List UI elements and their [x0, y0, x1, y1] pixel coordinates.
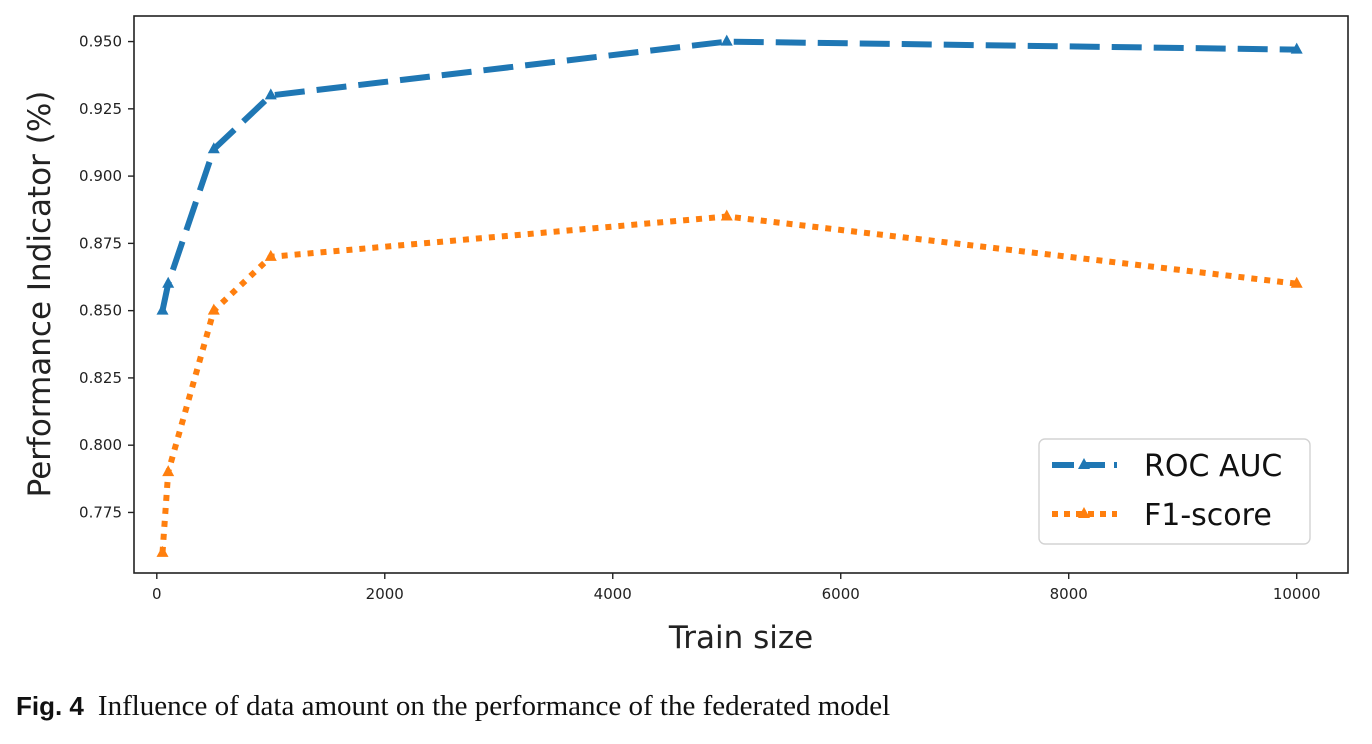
series-layer	[156, 34, 1303, 557]
data-point-roc-auc	[156, 303, 169, 315]
legend: ROC AUC F1-score	[1038, 438, 1311, 545]
y-tick-label: 0.875	[79, 234, 122, 252]
y-tick-label: 0.825	[79, 369, 122, 387]
data-point-roc-auc	[162, 276, 175, 288]
y-axis-ticks: 0.775 0.800 0.825 0.850 0.875 0.900 0.925 0.950	[79, 33, 134, 521]
legend-label-roc-auc: ROC AUC	[1144, 449, 1282, 484]
figure-caption: Fig. 4 Influence of data amount on the pe…	[16, 690, 890, 723]
legend-marker-roc-auc	[1078, 458, 1090, 469]
x-axis-label: Train size	[668, 620, 813, 656]
y-tick-label: 0.775	[79, 503, 122, 521]
legend-box	[1038, 438, 1311, 545]
data-point-roc-auc	[1290, 42, 1303, 54]
data-point-f1-score	[162, 465, 175, 477]
y-tick-label: 0.800	[79, 436, 122, 454]
data-point-roc-auc	[207, 142, 220, 154]
data-point-f1-score	[264, 249, 277, 261]
plot-frame	[133, 15, 1349, 574]
x-tick-label: 10000	[1273, 585, 1321, 603]
legend-label-f1-score: F1-score	[1144, 498, 1272, 533]
series-line-f1-score	[159, 213, 1298, 554]
figure-caption-text: Influence of data amount on the performa…	[97, 690, 891, 722]
x-tick-label: 2000	[366, 585, 404, 603]
x-tick-label: 0	[152, 585, 162, 603]
x-tick-label: 6000	[822, 585, 860, 603]
x-tick-label: 8000	[1050, 585, 1088, 603]
data-point-f1-score	[720, 209, 733, 221]
y-tick-label: 0.950	[79, 33, 122, 51]
y-axis-label: Performance Indicator (%)	[22, 91, 58, 498]
x-axis-ticks: 0 2000 4000 6000 8000 10000	[152, 573, 1321, 603]
figure-number: Fig. 4	[16, 691, 84, 721]
line-chart: 0.775 0.800 0.825 0.850 0.875 0.900 0.925 0.950…	[22, 15, 1349, 656]
data-point-f1-score	[207, 303, 220, 315]
data-point-f1-score	[156, 545, 169, 557]
series-line-roc-auc	[159, 38, 1297, 312]
data-point-roc-auc	[720, 34, 733, 46]
data-point-roc-auc	[264, 88, 277, 100]
y-tick-label: 0.900	[79, 167, 122, 185]
legend-marker-f1-score	[1078, 507, 1090, 518]
x-tick-label: 4000	[594, 585, 632, 603]
y-tick-label: 0.925	[79, 100, 122, 118]
y-tick-label: 0.850	[79, 302, 122, 320]
data-point-f1-score	[1290, 276, 1303, 288]
